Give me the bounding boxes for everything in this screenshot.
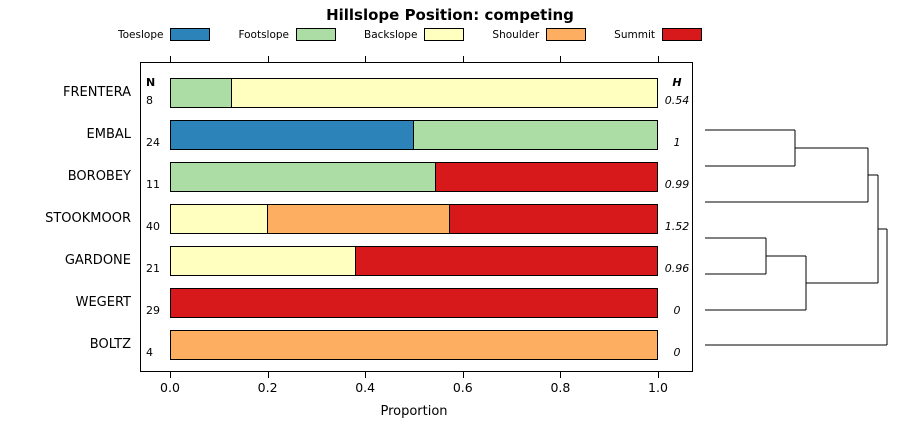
n-value: 29 <box>146 304 160 317</box>
h-value: 0.96 <box>664 262 690 275</box>
x-tick-top <box>267 56 269 62</box>
stacked-bar-embal <box>170 120 658 150</box>
legend-item: Shoulder <box>492 28 587 41</box>
legend-item: Toeslope <box>118 28 211 41</box>
h-column-header: H <box>672 76 682 89</box>
legend-swatch-summit <box>661 28 702 41</box>
legend-label-footslope: Footslope <box>238 28 290 41</box>
bar-segment-shoulder <box>268 205 451 233</box>
x-tick-bottom <box>170 372 171 378</box>
bar-segment-backslope <box>171 205 269 233</box>
x-tick-top <box>462 56 464 62</box>
bar-segment-summit <box>171 289 657 317</box>
x-tick-label: 0.4 <box>355 380 376 395</box>
bar-segment-summit <box>356 247 657 275</box>
legend-label-shoulder: Shoulder <box>492 28 540 41</box>
x-tick-label: 0.8 <box>550 380 571 395</box>
x-tick-top <box>365 56 367 62</box>
stacked-bar-gardone <box>170 246 658 276</box>
h-value: 1 <box>673 136 681 149</box>
h-value: 0.99 <box>664 178 690 191</box>
stacked-bar-stookmoor <box>170 204 658 234</box>
legend-item: Footslope <box>238 28 337 41</box>
legend-swatch-toeslope <box>170 28 211 41</box>
h-value: 0 <box>673 346 681 359</box>
bar-segment-backslope <box>231 79 657 107</box>
h-value: 1.52 <box>664 220 690 233</box>
legend-label-summit: Summit <box>614 28 655 41</box>
bar-segment-footslope <box>171 79 232 107</box>
bar-segment-shoulder <box>171 331 657 359</box>
x-tick-label: 0.0 <box>160 380 180 395</box>
stacked-bar-borobey <box>170 162 658 192</box>
x-tick-bottom <box>658 372 659 378</box>
bar-segment-toeslope <box>171 121 414 149</box>
n-value: 4 <box>146 346 153 359</box>
row-label-borobey: BOROBEY <box>67 169 131 184</box>
chart-title: Hillslope Position: competing <box>326 6 574 24</box>
legend-swatch-shoulder <box>546 28 587 41</box>
bar-segment-backslope <box>171 247 357 275</box>
x-tick-bottom <box>560 372 562 378</box>
bar-segment-summit <box>435 163 657 191</box>
row-label-frentera: FRENTERA <box>62 85 131 100</box>
row-label-embal: EMBAL <box>86 127 131 142</box>
x-tick-top <box>560 56 562 62</box>
row-label-wegert: WEGERT <box>75 295 131 310</box>
legend-label-toeslope: Toeslope <box>118 28 164 41</box>
legend: Toeslope Footslope Backslope Shoulder Summit <box>118 28 702 41</box>
x-tick-top <box>170 56 171 62</box>
stacked-bar-boltz <box>170 330 658 360</box>
x-tick-bottom <box>365 372 367 378</box>
x-tick-label: 0.2 <box>257 380 278 395</box>
n-value: 8 <box>146 94 153 107</box>
legend-swatch-footslope <box>296 28 337 41</box>
n-value: 24 <box>146 136 160 149</box>
bar-segment-summit <box>450 205 657 233</box>
legend-item: Summit <box>614 28 702 41</box>
legend-swatch-backslope <box>424 28 465 41</box>
x-tick-label: 0.6 <box>452 380 473 395</box>
n-column-header: N <box>146 76 156 89</box>
x-axis-label: Proportion <box>380 404 448 419</box>
h-value: 0 <box>673 304 681 317</box>
row-label-stookmoor: STOOKMOOR <box>45 211 131 226</box>
bar-segment-footslope <box>171 163 436 191</box>
h-value: 0.54 <box>664 94 690 107</box>
row-label-gardone: GARDONE <box>64 253 131 268</box>
row-label-boltz: BOLTZ <box>89 337 131 352</box>
n-value: 21 <box>146 262 160 275</box>
n-value: 40 <box>146 220 160 233</box>
bar-segment-footslope <box>414 121 657 149</box>
legend-label-backslope: Backslope <box>364 28 418 41</box>
stacked-bar-wegert <box>170 288 658 318</box>
x-tick-bottom <box>462 372 464 378</box>
x-tick-top <box>658 56 659 62</box>
x-tick-bottom <box>267 372 269 378</box>
legend-item: Backslope <box>364 28 465 41</box>
plot-box <box>140 62 693 372</box>
x-tick-label: 1.0 <box>648 380 668 395</box>
stacked-bar-frentera <box>170 78 658 108</box>
n-value: 11 <box>146 178 160 191</box>
